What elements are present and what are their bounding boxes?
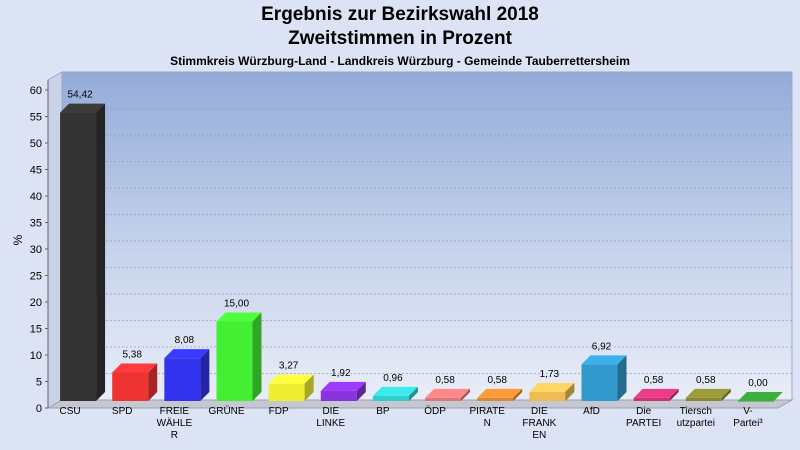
x-tick-label: GRÜNE	[208, 405, 244, 417]
y-tick-label: 25	[30, 271, 42, 283]
bar-value-label: 3,27	[279, 361, 299, 372]
x-tick-label: DIE LINKE	[316, 406, 345, 429]
y-tick-label: 20	[30, 297, 42, 309]
x-tick-label: ÖDP	[424, 405, 446, 417]
y-tick-label: 5	[36, 377, 42, 389]
y-tick-label: 55	[30, 112, 42, 124]
bar-value-label: 0,58	[487, 375, 507, 386]
x-tick-label: AfD	[583, 406, 600, 417]
plot-side-wall	[47, 71, 63, 409]
bar	[477, 388, 523, 401]
y-axis-label: %	[11, 234, 25, 245]
x-tick-label: Die PARTEI	[626, 406, 661, 429]
y-tick-label: 45	[30, 165, 42, 177]
bar	[216, 312, 262, 401]
bar-value-label: 8,08	[175, 335, 195, 346]
bar	[268, 374, 314, 401]
bar	[737, 392, 783, 402]
bar	[164, 349, 210, 401]
y-tick-label: 10	[30, 350, 42, 362]
bar-value-label: 1,73	[540, 369, 560, 380]
y-tick-label: 35	[30, 218, 42, 230]
bar-value-label: 1,92	[331, 368, 351, 379]
y-tick-label: 0	[36, 403, 42, 415]
x-tick-label: FDP	[269, 406, 289, 417]
bar-value-label: 0,96	[383, 373, 403, 384]
bar-value-label: 0,58	[696, 375, 716, 386]
bar	[60, 103, 106, 401]
x-tick-label: SPD	[112, 406, 133, 417]
plot-area	[61, 71, 793, 401]
bar	[529, 382, 575, 401]
y-tick-label: 50	[30, 138, 42, 150]
bar	[372, 386, 418, 401]
bar	[581, 355, 627, 401]
bar-value-label: 15,00	[224, 299, 249, 310]
bar-value-label: 0,00	[748, 378, 768, 389]
bar-value-label: 0,58	[435, 375, 455, 386]
bar	[320, 381, 366, 401]
x-tick-label: BP	[376, 406, 390, 417]
x-tick-label: FREIE WÄHLE R	[157, 406, 193, 441]
y-tick-label: 40	[30, 191, 42, 203]
chart-title: Ergebnis zur Bezirkswahl 2018	[261, 4, 539, 25]
x-tick-label: Tiersch utzpartei	[677, 406, 715, 429]
chart-subtitle: Zweitstimmen in Prozent	[288, 28, 512, 49]
bar-value-label: 5,38	[122, 349, 142, 360]
bar	[685, 388, 731, 401]
bar	[112, 363, 158, 401]
x-tick-label: CSU	[60, 406, 81, 417]
bar	[633, 388, 679, 401]
y-tick-label: 60	[30, 85, 42, 97]
x-tick-label: PIRATE N	[470, 406, 506, 429]
bar-value-label: 54,42	[68, 90, 93, 101]
bar-value-label: 6,92	[592, 341, 612, 352]
bar-value-label: 0,58	[644, 375, 664, 386]
bar	[425, 388, 471, 401]
y-tick-label: 30	[30, 244, 42, 256]
x-tick-label: DIE FRANK EN	[522, 406, 556, 441]
y-tick-label: 15	[30, 324, 42, 336]
chart-location: Stimmkreis Würzburg-Land - Landkreis Wür…	[170, 54, 630, 68]
x-tick-label: V-Partei³	[733, 406, 763, 429]
